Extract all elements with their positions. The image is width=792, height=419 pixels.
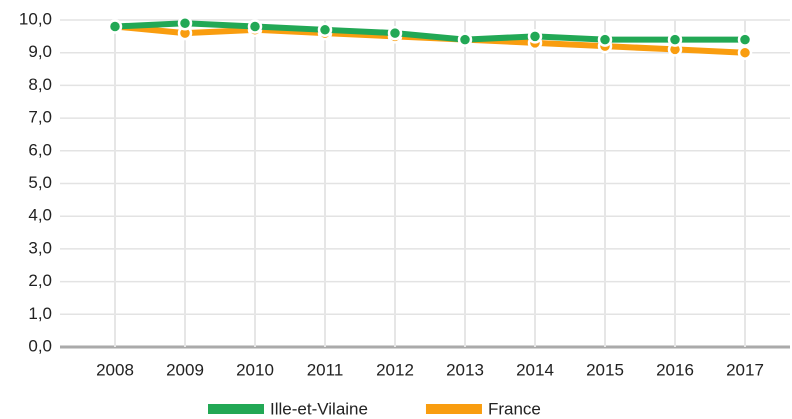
marker [107, 19, 123, 34]
y-tick-label: 1,0 [28, 304, 52, 323]
y-tick-label: 9,0 [28, 42, 52, 61]
y-tick-label: 10,0 [19, 9, 52, 28]
marker [597, 32, 613, 47]
y-tick-label: 8,0 [28, 75, 52, 94]
marker [667, 32, 683, 47]
legend-swatch [425, 404, 482, 414]
y-tick-label: 0,0 [28, 336, 52, 355]
marker [737, 45, 753, 60]
x-tick-label: 2016 [656, 360, 694, 379]
marker [317, 22, 333, 38]
x-tick-label: 2010 [236, 360, 274, 379]
x-tick-label: 2008 [96, 360, 134, 379]
y-tick-label: 4,0 [28, 206, 52, 225]
marker [457, 32, 473, 47]
y-tick-label: 5,0 [28, 173, 52, 192]
x-tick-label: 2013 [446, 360, 484, 379]
marker [177, 16, 193, 31]
x-tick-label: 2014 [516, 360, 554, 379]
marker [247, 19, 263, 34]
x-tick-label: 2015 [586, 360, 624, 379]
y-tick-label: 2,0 [28, 271, 52, 290]
y-tick-label: 7,0 [28, 108, 52, 127]
marker [737, 32, 753, 47]
legend-swatch [208, 404, 264, 414]
y-tick-label: 6,0 [28, 140, 52, 159]
marker [527, 29, 543, 44]
legend-label: France [488, 399, 541, 418]
legend-label: Ille-et-Vilaine [270, 399, 368, 418]
marker [387, 25, 403, 41]
series-line [114, 20, 745, 43]
x-tick-label: 2011 [307, 360, 344, 379]
x-tick-label: 2012 [376, 360, 414, 379]
y-tick-label: 3,0 [28, 238, 52, 257]
x-tick-label: 2017 [726, 360, 764, 379]
x-tick-label: 2009 [166, 360, 204, 379]
